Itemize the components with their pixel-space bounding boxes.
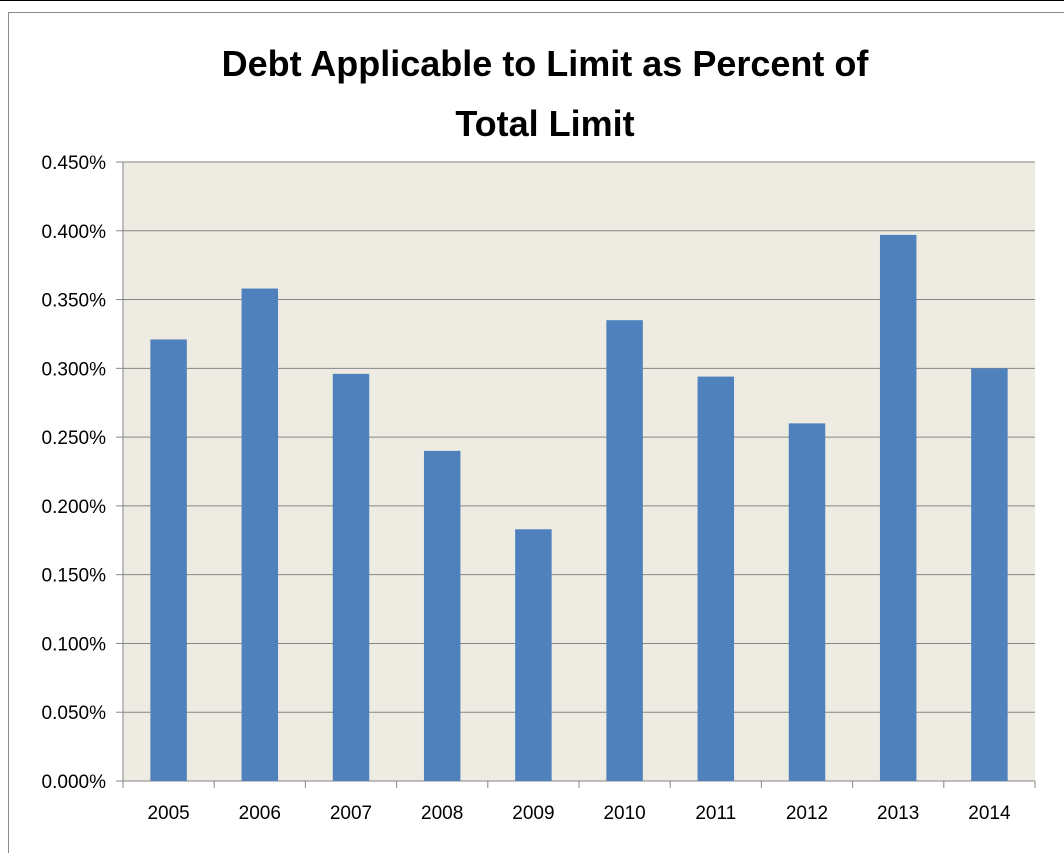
x-tick-label: 2013 — [877, 803, 919, 824]
y-tick-label: 0.350% — [42, 291, 107, 312]
chart-title-line-2: Total Limit — [455, 103, 634, 144]
x-tick-label: 2010 — [603, 803, 645, 824]
x-tick-label: 2014 — [968, 803, 1011, 824]
x-tick-label: 2011 — [695, 803, 736, 824]
x-tick-label: 2006 — [239, 803, 281, 824]
chart-frame-top-border — [0, 0, 1064, 1]
bar-2012 — [788, 423, 826, 781]
y-tick-label: 0.450% — [42, 153, 107, 174]
chart-area-top-border — [8, 12, 1064, 13]
bar-2006 — [241, 288, 279, 781]
x-tick-label: 2008 — [421, 803, 463, 824]
x-tick-label: 2012 — [786, 803, 828, 824]
x-tick-label: 2007 — [330, 803, 372, 824]
x-tick-label: 2009 — [512, 803, 554, 824]
x-tick-label: 2005 — [147, 803, 189, 824]
bar-2014 — [971, 368, 1008, 781]
bar-2010 — [606, 320, 643, 781]
bar-2005 — [150, 339, 187, 781]
bar-2011 — [697, 376, 735, 781]
bar-2013 — [879, 234, 917, 782]
bar-2008 — [423, 450, 461, 781]
chart-area-left-border — [8, 12, 9, 853]
y-tick-label: 0.300% — [42, 359, 107, 380]
y-tick-label: 0.250% — [42, 428, 107, 449]
y-tick-label: 0.000% — [42, 772, 107, 793]
bar-2009 — [515, 529, 552, 781]
chart-title-line-1: Debt Applicable to Limit as Percent of — [222, 43, 870, 84]
y-tick-label: 0.200% — [42, 497, 107, 518]
plot-area: 0.000% 0.050% 0.100% 0.150% 0.200% 0.250% 0.30… — [42, 153, 1036, 824]
y-tick-label: 0.400% — [42, 222, 107, 243]
y-tick-label: 0.150% — [42, 566, 107, 587]
bar-2007 — [332, 373, 370, 781]
y-tick-label: 0.050% — [42, 703, 107, 724]
y-tick-label: 0.100% — [42, 634, 107, 655]
